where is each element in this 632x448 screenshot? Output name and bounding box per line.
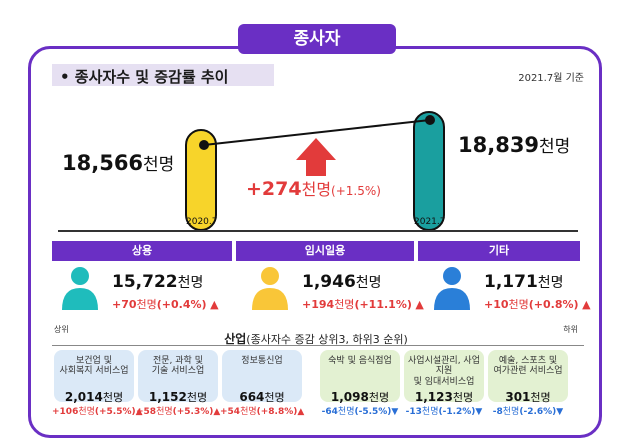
up-arrow-icon: ▲ [135,407,143,417]
subtitle-bar: • 종사자수 및 증감률 추이 [52,64,274,86]
value-2021: 18,839천명 [458,132,570,157]
industry-value: 1,098천명 [330,390,390,404]
industry-name: 숙박 및 음식점업 [328,356,392,366]
industry-value: 2,014천명 [64,390,124,404]
total-change-pct: (+1.5%) [331,184,381,198]
industry-card: 숙박 및 음식점업 [320,350,400,402]
bottom-label: 하위 [563,325,578,334]
category-other: 1,171천명 +10천명(+0.8%) ▲ [432,266,592,320]
industry-card: 정보통신업 [222,350,302,402]
industry-title: 산업(종사자수 증감 상위3, 하위3 순위) [224,332,408,346]
baseline [58,230,578,232]
industry-name: 및 임대서비스업 [413,376,475,387]
category-header-regular: 상용 [52,241,232,261]
industry-name: 보건업 및 [76,356,112,366]
category-temporary-value: 1,946천명 [302,272,382,292]
person-icon [62,267,98,310]
content-frame [28,46,602,438]
up-arrow-icon: ▲ [297,407,305,417]
year-label-2020: 2020.7 [186,217,218,227]
category-regular: 15,722천명 +70천명(+0.4%) ▲ [60,266,236,320]
industry-change: -64천명(-5.5%)▼ [321,407,399,417]
industry-change: +106천명(+5.5%)▲ [52,407,143,417]
trend-line [203,119,431,146]
category-regular-value: 15,722천명 [112,272,204,292]
total-change-unit: 천명 [301,180,332,199]
value-2021-unit: 천명 [539,137,571,157]
person-icon [252,267,288,310]
down-arrow-icon: ▼ [556,407,564,417]
value-2020-number: 18,566 [62,151,144,175]
industry-value: 1,123천명 [414,390,474,404]
industry-change: -8천명(-2.6%)▼ [492,407,564,417]
top-label: 상위 [54,325,69,334]
industry-name: 예술, 스포츠 및 [498,356,558,366]
down-arrow-icon: ▼ [475,407,483,417]
bar-2021 [413,111,445,231]
value-2021-number: 18,839 [458,133,540,157]
industry-change: +58천명(+5.3%)▲ [136,407,221,417]
category-temporary-change: +194천명(+11.1%) ▲ [302,298,424,311]
year-label-2021: 2021.7 [414,217,446,227]
section-tag: 종사자 [238,24,396,54]
industry-name: 기술 서비스업 [151,366,205,377]
as-of-date: 2021.7월 기준 [518,73,584,84]
industry-name: 사회복지 서비스업 [59,366,129,377]
industry-name: 여가관련 서비스업 [493,366,563,377]
up-arrow-icon: ▲ [210,298,219,311]
trend-point-2020 [199,140,209,150]
up-arrow-icon: ▲ [213,407,221,417]
industry-name: 정보통신업 [241,356,283,366]
category-header-other: 기타 [418,241,580,261]
industry-card: 사업시설관리, 사업지원 및 임대서비스업 [404,350,484,402]
increase-arrow [296,138,336,176]
total-change-value: +274 [246,178,302,200]
category-other-change: +10천명(+0.8%) ▲ [484,298,591,311]
trend-point-2021 [425,115,435,125]
category-other-value: 1,171천명 [484,272,564,292]
value-2020: 18,566천명 [62,150,174,175]
industry-card: 예술, 스포츠 및 여가관련 서비스업 [488,350,568,402]
industry-card: 전문, 과학 및 기술 서비스업 [138,350,218,402]
total-change: +274천명(+1.5%) [246,176,381,200]
industry-name: 전문, 과학 및 [153,356,203,366]
person-icon [434,267,470,310]
industry-value: 301천명 [505,390,551,404]
category-regular-change: +70천명(+0.4%) ▲ [112,298,219,311]
industry-value: 664천명 [239,390,285,404]
up-arrow-icon: ▲ [582,298,591,311]
industry-change: +54천명(+8.8%)▲ [220,407,305,417]
subtitle: • 종사자수 및 증감률 추이 [60,68,229,86]
category-header-temporary: 임시일용 [236,241,414,261]
industry-value: 1,152천명 [148,390,208,404]
industry-change: -13천명(-1.2%)▼ [405,407,483,417]
industry-name: 사업시설관리, 사업지원 [408,356,480,377]
category-temporary: 1,946천명 +194천명(+11.1%) ▲ [250,266,424,320]
industry-divider [52,345,584,346]
industry-card: 보건업 및 사회복지 서비스업 [54,350,134,402]
up-arrow-icon: ▲ [415,298,424,311]
value-2020-unit: 천명 [143,155,175,175]
down-arrow-icon: ▼ [391,407,399,417]
